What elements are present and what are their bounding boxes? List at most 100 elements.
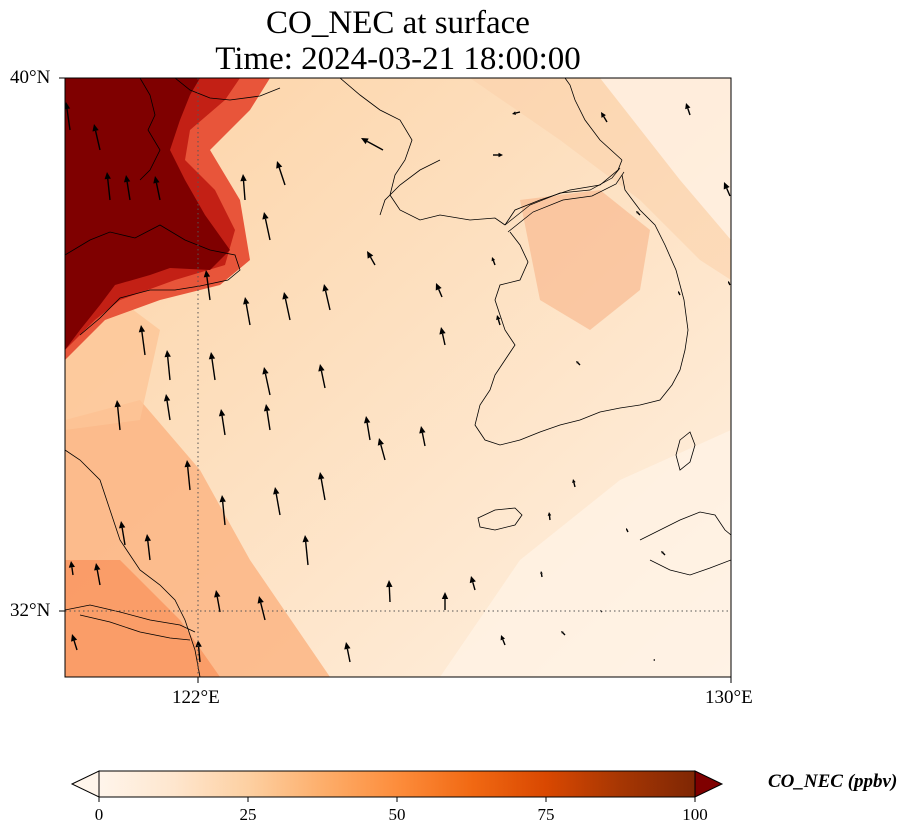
map-frame	[64, 77, 732, 678]
wind-vector-head	[728, 281, 730, 284]
wind-vector-shaft	[369, 256, 376, 266]
wind-vector-head	[439, 327, 446, 335]
colorbar-title: CO_NEC (ppbv)	[768, 771, 898, 792]
concentration-field	[65, 78, 731, 677]
coastlines	[65, 78, 731, 677]
wind-vector-head	[419, 426, 426, 434]
wind-vector-head	[203, 270, 211, 278]
wind-vector-shaft	[211, 358, 216, 381]
wind-vector-head	[262, 212, 269, 220]
wind-vector-head	[118, 521, 126, 529]
wind-vector-head	[282, 292, 289, 300]
wind-vector-shaft	[421, 432, 426, 447]
wind-vector-head	[723, 182, 730, 190]
wind-vector-head	[240, 174, 247, 182]
wind-vector-head	[262, 367, 269, 375]
wind-vector-shaft	[96, 569, 101, 586]
wind-vector-shaft	[726, 188, 731, 197]
wind-vector-shaft	[94, 130, 101, 151]
wind-vector-head	[636, 211, 639, 214]
wind-vector-head	[344, 642, 351, 650]
wind-vector-shaft	[577, 362, 581, 366]
wind-vector-head	[164, 350, 171, 358]
wind-vector-head	[491, 257, 496, 262]
wind-vector-shaft	[441, 333, 446, 346]
lat-label-32: 32°N	[10, 600, 51, 621]
wind-vector-shaft	[66, 108, 71, 131]
wind-vector-shaft	[216, 596, 221, 613]
wind-vector-shaft	[155, 182, 161, 201]
wind-vector-head	[496, 315, 501, 321]
colorbar-tick-label: 75	[537, 805, 555, 824]
wind-vector-head	[435, 283, 442, 291]
wind-vector-shaft	[366, 422, 371, 441]
wind-vector-head	[540, 571, 543, 574]
wind-vector-shaft	[388, 586, 391, 603]
wind-vector-head	[184, 460, 191, 468]
wind-vector-head	[163, 394, 171, 402]
wind-vector-head	[257, 596, 264, 604]
wind-vector-head	[512, 111, 517, 115]
wind-vector-head	[219, 495, 226, 503]
wind-vector-shaft	[116, 406, 121, 431]
wind-vector-head	[104, 172, 111, 180]
wind-vector-shaft	[197, 646, 201, 663]
lon-label-122: 122°E	[172, 687, 220, 708]
wind-vector-head	[318, 472, 325, 480]
wind-vector-shaft	[126, 181, 131, 201]
wind-vector-head	[322, 284, 329, 292]
wind-vector-head	[547, 512, 552, 516]
wind-vector-head	[65, 102, 71, 110]
wind-vector-head	[218, 409, 226, 417]
wind-vector-shaft	[472, 582, 476, 591]
wind-vector-shaft	[380, 444, 386, 461]
wind-vector-head	[469, 576, 476, 584]
wind-vector-shaft	[728, 282, 731, 286]
wind-vector-head	[243, 297, 250, 305]
wind-vector-head	[363, 416, 371, 424]
wind-vector-head	[123, 175, 131, 183]
wind-vector-shaft	[242, 180, 246, 201]
colorbar-tick-label: 50	[388, 805, 406, 824]
wind-vectors	[65, 102, 731, 663]
wind-vector-shaft	[438, 289, 443, 298]
lon-label-130: 130°E	[705, 687, 753, 708]
wind-vector-shaft	[626, 529, 629, 533]
wind-vector-shaft	[245, 303, 251, 326]
wind-vector-head	[71, 634, 78, 642]
wind-vector-head	[114, 400, 121, 408]
wind-vector-shaft	[366, 140, 384, 151]
wind-vector-head	[377, 438, 384, 446]
wind-vector-shaft	[187, 466, 191, 491]
wind-vector-shaft	[221, 415, 226, 436]
wind-vector-shaft	[678, 292, 681, 296]
wind-vector-shaft	[603, 116, 608, 123]
wind-vector-shaft	[166, 400, 171, 421]
wind-vector-shaft	[284, 298, 291, 321]
wind-vector-head	[441, 592, 449, 599]
wind-vector-shaft	[266, 410, 271, 431]
colorbar-tick-label: 100	[682, 805, 708, 824]
wind-vector-head	[685, 103, 691, 110]
colorbar-ticks	[98, 797, 696, 802]
wind-vector-shaft	[167, 356, 171, 381]
colorbar-tick-label: 25	[239, 805, 257, 824]
wind-vector-shaft	[206, 276, 211, 301]
colorbar-gradient	[98, 770, 696, 798]
wind-vector-head	[576, 361, 579, 364]
wind-vector-head	[361, 138, 369, 145]
wind-vector-head	[367, 251, 374, 259]
wind-vector-head	[138, 325, 146, 333]
colorbar-extend-high	[694, 770, 724, 798]
wind-vector-head	[572, 479, 576, 484]
wind-vector-head	[92, 124, 99, 132]
wind-vector-head	[386, 580, 393, 588]
wind-vector-shaft	[107, 178, 111, 201]
wind-vector-head	[302, 535, 309, 543]
wind-vector-shaft	[540, 573, 543, 578]
wind-vector-shaft	[562, 632, 566, 636]
wind-vector-shaft	[320, 478, 326, 501]
wind-vector-head	[661, 551, 664, 554]
